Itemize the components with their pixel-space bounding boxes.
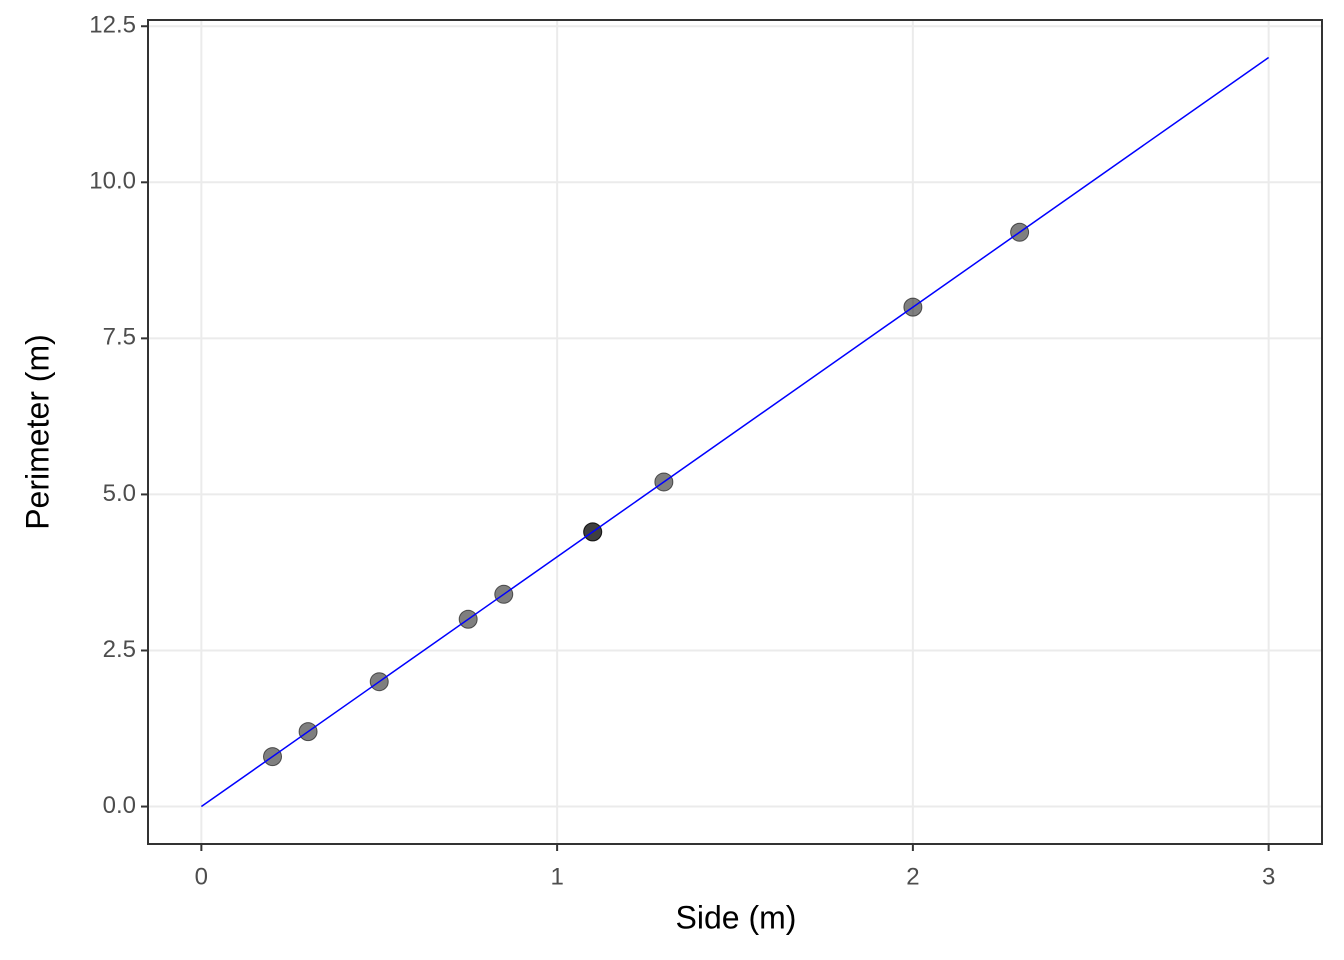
x-tick-label: 2 (906, 863, 919, 890)
y-tick-label: 10.0 (89, 168, 136, 195)
x-tick-label: 0 (195, 863, 208, 890)
y-tick-label: 5.0 (103, 480, 136, 507)
x-tick-label: 3 (1262, 863, 1275, 890)
x-axis-title: Side (m) (676, 899, 797, 935)
y-tick-label: 7.5 (103, 324, 136, 351)
x-tick-label: 1 (550, 863, 563, 890)
y-tick-label: 0.0 (103, 792, 136, 819)
y-tick-label: 2.5 (103, 636, 136, 663)
plot-border (147, 19, 1323, 845)
y-axis-title: Perimeter (m) (19, 334, 55, 530)
y-tick-label: 12.5 (89, 12, 136, 39)
fit-line (200, 56, 1270, 808)
